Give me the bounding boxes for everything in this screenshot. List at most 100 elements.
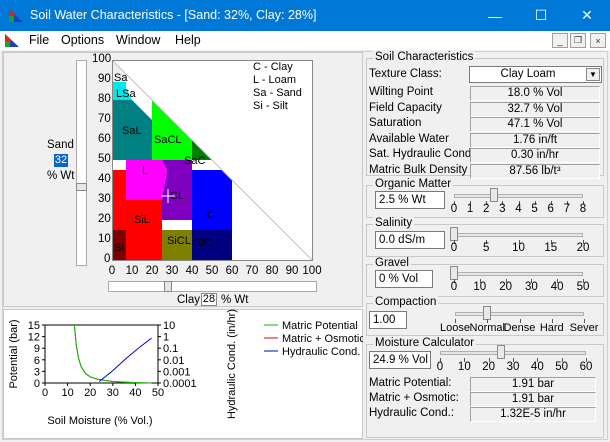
- moisture-result-label: Matric Potential:: [369, 377, 452, 389]
- organic-tick-label: 2: [483, 203, 490, 215]
- salinity-slider-tick: [550, 240, 552, 244]
- sand-tick-label: 100: [92, 53, 112, 65]
- maximize-button[interactable]: ☐: [534, 7, 548, 23]
- organic-tick-label: 1: [466, 203, 474, 215]
- gravel-slider-thumb[interactable]: [450, 266, 458, 280]
- salinity-tick-label: 5: [483, 242, 490, 254]
- organic-tick-label: 6: [547, 203, 554, 215]
- close-button[interactable]: ✕: [581, 7, 593, 23]
- organic-slider-thumb[interactable]: [490, 188, 499, 202]
- sand-tick-label: 30: [98, 193, 111, 205]
- y-right-tick-label: 1: [163, 332, 169, 344]
- organic-slider-tick: [470, 201, 472, 205]
- salinity-slider-track[interactable]: [454, 233, 583, 237]
- label-l: L: [142, 165, 148, 177]
- moisture-input[interactable]: 24.9 % Vol: [369, 351, 431, 369]
- organic-tick-label: 5: [531, 203, 538, 215]
- sand-tick-label: 0: [104, 253, 111, 265]
- clay-tick-label: 80: [265, 265, 279, 277]
- gravel-input[interactable]: 0 % Vol: [375, 270, 433, 288]
- region-sandy-loam: [112, 100, 152, 160]
- gravel-slider-track[interactable]: [454, 272, 583, 276]
- mdi-close-button[interactable]: ×: [590, 33, 606, 48]
- sand-slider-thumb[interactable]: [76, 183, 87, 191]
- legend-label: Hydraulic Cond.: [282, 346, 360, 358]
- sand-tick-label: 70: [98, 113, 111, 125]
- gravel-tick-label: 0: [450, 281, 458, 293]
- texture-class-dropdown[interactable]: Clay Loam ▼: [469, 66, 602, 83]
- y-right-tick-label: 0.01: [163, 355, 184, 367]
- texture-class-label: Texture Class:: [369, 68, 442, 80]
- texture-triangle[interactable]: Sa LSa SaL SaCL SaC L CL SiL C SiCL Si C …: [112, 60, 313, 261]
- gravel-slider-tick: [583, 279, 584, 283]
- moisture-tick-label: 50: [555, 361, 569, 373]
- y-left-tick-label: 3: [34, 366, 40, 378]
- moisture-slider-tick: [488, 358, 490, 362]
- moisture-result-value: 1.32E-5 in/hr: [470, 407, 596, 422]
- moisture-result-value: 1.91 bar: [470, 377, 596, 392]
- menu-options[interactable]: Options: [61, 33, 105, 47]
- label-sic: SiC: [194, 237, 212, 249]
- salinity-slider-thumb[interactable]: [450, 227, 458, 241]
- clay-tick-label: 70: [245, 265, 259, 277]
- clay-tick-label: 90: [285, 265, 299, 277]
- gravel-slider-tick: [557, 279, 559, 283]
- soil-property-value: 87.56 lb/t³: [470, 163, 600, 179]
- compaction-slider-tick: [519, 319, 521, 323]
- organic-matter-input[interactable]: 2.5 % Wt: [375, 191, 445, 209]
- label-c: C: [207, 209, 215, 221]
- menu-window[interactable]: Window: [116, 33, 161, 47]
- organic-slider-tick: [583, 201, 584, 205]
- soil-property-label: Field Capacity: [369, 101, 442, 114]
- menu-help[interactable]: Help: [175, 33, 201, 47]
- compaction-tick-label: Hard: [539, 322, 564, 334]
- y-left-tick-label: 15: [28, 320, 40, 332]
- region-silty-clay: [192, 230, 232, 260]
- app-icon: [9, 9, 23, 22]
- compaction-slider-thumb[interactable]: [483, 306, 492, 320]
- label-sa: Sa: [114, 72, 128, 84]
- label-si: Si: [114, 242, 124, 254]
- compaction-slider-tick: [487, 319, 489, 323]
- moisture-slider-thumb[interactable]: [496, 345, 505, 359]
- compaction-slider-track[interactable]: [455, 312, 584, 316]
- sand-slider[interactable]: [76, 60, 87, 266]
- salinity-slider-tick: [454, 240, 455, 244]
- window-title: Soil Water Characteristics - [Sand: 32%,…: [30, 8, 317, 22]
- salinity-slider-tick: [486, 240, 488, 244]
- legend-clay: C - Clay: [253, 61, 293, 73]
- salinity-input[interactable]: 0.0 dS/m: [375, 231, 445, 249]
- soil-property-label: Saturation: [369, 117, 422, 129]
- sand-value-field[interactable]: 32: [54, 154, 68, 167]
- clay-slider-thumb[interactable]: [164, 281, 172, 292]
- clay-value-field[interactable]: 28: [201, 293, 217, 306]
- compaction-input[interactable]: 1.00: [369, 311, 407, 329]
- y-right-tick-label: 10: [163, 320, 175, 332]
- organic-slider-track[interactable]: [454, 194, 583, 198]
- gravel-slider-tick: [454, 279, 455, 283]
- minimize-button[interactable]: —: [488, 7, 502, 24]
- clay-slider[interactable]: [108, 281, 317, 292]
- sand-label: Sand: [47, 139, 74, 151]
- compaction-tick-label: Loose: [440, 322, 470, 334]
- moisture-result-label: Matric + Osmotic:: [369, 392, 459, 404]
- clay-tick-label: 40: [185, 265, 199, 277]
- soil-property-value: 47.1 % Vol: [470, 117, 600, 132]
- region-loam-edge: [112, 170, 126, 200]
- gravel-tick-label: 30: [524, 281, 538, 293]
- chevron-down-icon[interactable]: ▼: [586, 68, 600, 81]
- clay-label: Clay: [177, 294, 201, 306]
- clay-tick-label: 10: [125, 265, 139, 277]
- document-icon[interactable]: [4, 33, 20, 48]
- moisture-slider-track[interactable]: [440, 351, 586, 355]
- gravel-slider-tick: [531, 279, 533, 283]
- y-left-tick-label: 6: [34, 355, 40, 367]
- menu-file[interactable]: File: [29, 33, 50, 47]
- moisture-slider-tick: [586, 358, 587, 362]
- mdi-restore-button[interactable]: ❐: [570, 33, 586, 48]
- soil-property-value: 18.0 % Vol: [470, 86, 600, 101]
- organic-matter-title: Organic Matter: [373, 178, 454, 190]
- label-sacl: SaCL: [154, 134, 182, 146]
- salinity-tick-label: 10: [512, 242, 525, 254]
- mdi-minimize-button[interactable]: _: [552, 33, 568, 48]
